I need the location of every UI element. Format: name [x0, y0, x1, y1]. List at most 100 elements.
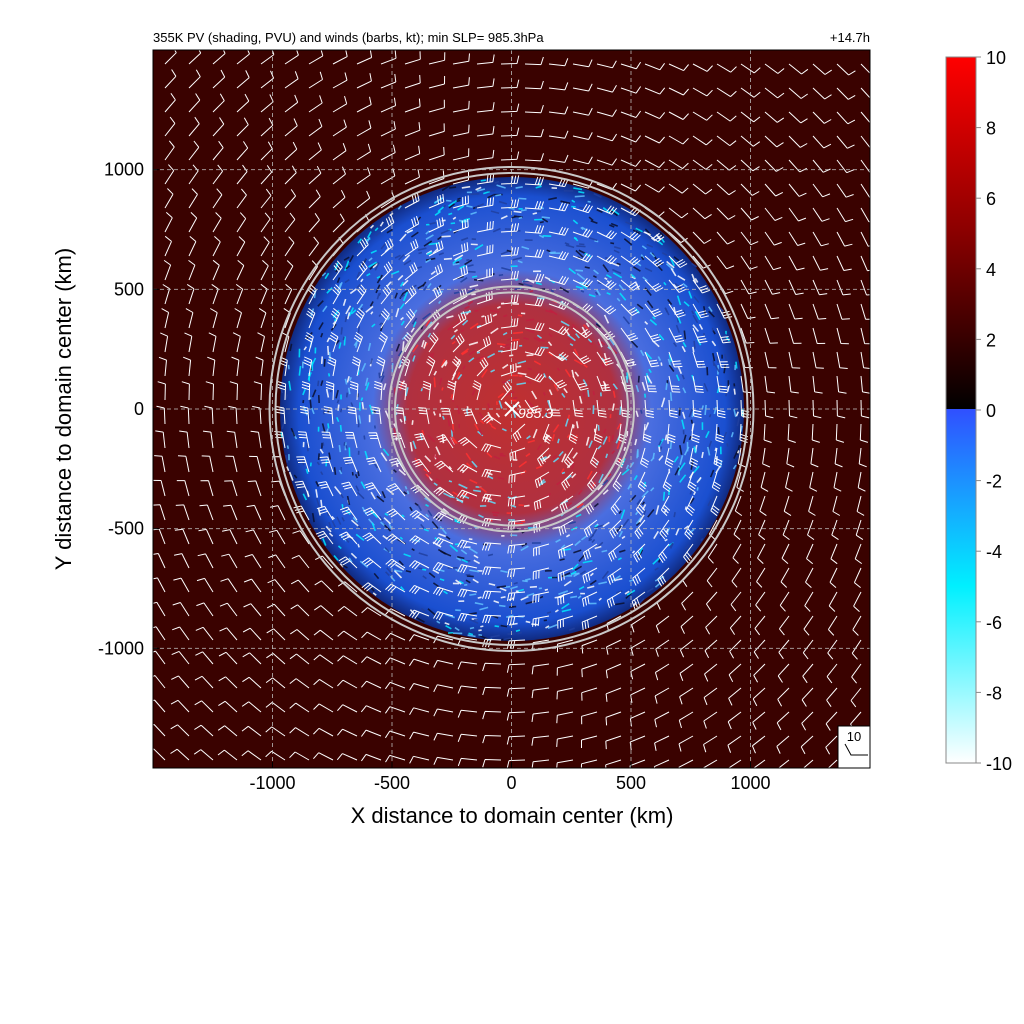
pv-speckle — [397, 205, 402, 210]
wind-barb — [210, 308, 218, 329]
wind-barb — [716, 111, 737, 122]
wind-barb — [179, 430, 190, 449]
pv-speckle — [560, 468, 565, 474]
wind-barb — [716, 399, 726, 419]
wind-barb — [548, 154, 569, 163]
pv-speckle — [385, 571, 390, 577]
pv-speckle — [684, 506, 688, 510]
wind-barb — [583, 543, 598, 561]
wind-barb — [330, 308, 341, 329]
pv-speckle — [433, 482, 438, 487]
pv-speckle — [634, 281, 640, 291]
pv-speckle — [455, 568, 461, 573]
pv-speckle — [522, 280, 529, 283]
wind-barb — [171, 650, 190, 665]
pv-speckle — [415, 216, 422, 223]
wind-barb — [338, 556, 358, 569]
pv-speckle — [480, 179, 487, 182]
wind-barb — [506, 711, 526, 721]
pv-speckle — [346, 495, 351, 506]
wind-barb — [692, 87, 713, 97]
pv-speckle — [572, 434, 578, 442]
pv-speckle — [733, 388, 736, 395]
pv-speckle — [394, 254, 401, 259]
wind-barb — [452, 100, 470, 113]
pv-speckle — [423, 240, 433, 247]
pv-speckle — [401, 341, 405, 352]
wind-barb — [582, 567, 598, 584]
pv-speckle — [637, 549, 644, 559]
pv-speckle — [515, 278, 519, 281]
pv-speckle — [289, 343, 293, 352]
wind-barb — [153, 577, 166, 593]
pv-speckle — [597, 281, 603, 285]
wind-barb — [170, 699, 190, 713]
pv-speckle — [559, 286, 570, 294]
wind-barb — [188, 116, 200, 137]
pv-speckle — [425, 258, 432, 264]
pv-speckle — [549, 251, 556, 254]
pv-speckle — [327, 373, 331, 377]
pv-speckle — [619, 292, 627, 301]
pv-speckle — [369, 262, 378, 270]
wind-barb — [740, 399, 750, 419]
pv-speckle — [522, 579, 528, 583]
wind-barb — [507, 591, 526, 602]
pv-speckle — [379, 221, 384, 227]
pv-speckle — [462, 319, 469, 326]
wind-barb — [289, 702, 310, 713]
pv-speckle — [340, 327, 343, 335]
wind-barb — [265, 726, 286, 737]
wind-barb — [754, 615, 766, 636]
wind-barb — [212, 140, 224, 161]
wind-barb — [507, 495, 526, 507]
pv-speckle — [449, 544, 459, 553]
pv-speckle — [428, 352, 433, 358]
pv-speckle — [506, 249, 513, 253]
pv-speckle — [497, 342, 506, 346]
wind-barb — [404, 98, 421, 113]
pv-speckle — [469, 322, 479, 330]
pv-speckle — [675, 374, 680, 382]
pv-speckle — [588, 341, 594, 346]
pv-speckle — [493, 600, 500, 604]
wind-barb — [572, 203, 593, 214]
pv-speckle — [579, 206, 588, 210]
pv-speckle — [453, 329, 459, 333]
wind-barb — [780, 567, 790, 588]
pv-speckle — [574, 371, 580, 377]
pv-speckle — [326, 287, 333, 294]
wind-barb — [457, 463, 478, 474]
pv-speckle — [575, 333, 580, 339]
wind-barb — [644, 87, 666, 95]
wind-barb — [707, 543, 718, 564]
pv-speckle — [733, 450, 739, 459]
pv-speckle — [536, 443, 542, 451]
pv-speckle — [692, 324, 700, 332]
wind-barb — [472, 380, 482, 401]
pv-speckle — [618, 530, 623, 538]
wind-barb — [380, 50, 397, 65]
pv-speckle — [396, 404, 399, 410]
wind-barb — [164, 50, 177, 65]
wind-barb — [850, 687, 862, 708]
wind-barb — [825, 711, 838, 731]
wind-barb — [452, 148, 470, 161]
pv-speckle — [655, 505, 660, 515]
pv-speckle — [357, 543, 360, 548]
pv-speckle — [474, 423, 479, 431]
pv-speckle — [281, 421, 285, 429]
wind-barb — [236, 70, 250, 89]
wind-barb — [506, 663, 526, 673]
pv-speckle — [541, 216, 550, 219]
pv-speckle — [462, 365, 466, 370]
pv-speckle — [544, 412, 548, 417]
wind-barb — [703, 687, 718, 706]
wind-barb — [812, 399, 822, 419]
wind-barb — [836, 63, 856, 76]
wind-barb — [785, 471, 793, 492]
pv-speckle — [399, 418, 403, 423]
pv-speckle — [498, 200, 508, 205]
pv-speckle — [468, 618, 479, 625]
wind-barb — [404, 122, 421, 137]
